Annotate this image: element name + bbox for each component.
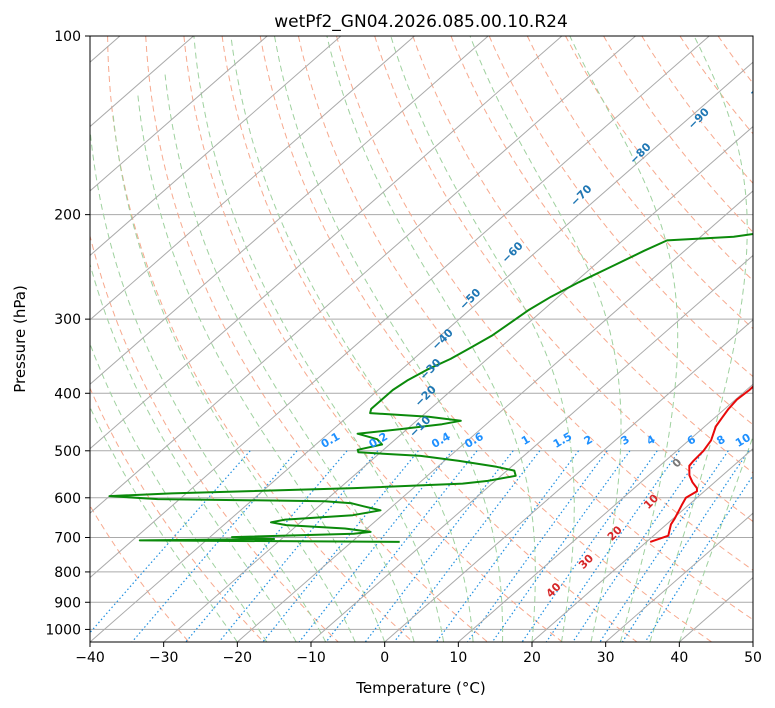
moist-adiabat-line <box>649 36 748 642</box>
y-tick-label: 800 <box>54 565 81 581</box>
dry-adiabat-line <box>603 36 753 233</box>
moist-adiabat-line <box>678 434 753 642</box>
plot-area: −100−90−80−70−60−50−40−30−20−100.10.20.4… <box>90 36 753 642</box>
isotherm-line <box>384 319 753 642</box>
x-tick-label: 20 <box>523 650 541 666</box>
y-tick-label: 200 <box>54 208 81 224</box>
mixing-ratio-line <box>572 450 705 642</box>
x-tick-label: 10 <box>449 650 467 666</box>
mixing-ratio-line <box>90 450 251 634</box>
grid-lines <box>90 36 753 630</box>
mixing-ratio-line <box>218 450 379 642</box>
moist-adiabat-line <box>193 36 445 642</box>
y-tick-label: 1000 <box>45 622 81 638</box>
moist-adiabat-line <box>90 131 327 642</box>
dry-adiabat-line <box>374 36 753 523</box>
dry-adiabat-line <box>450 36 753 426</box>
dry-adiabat-line <box>183 36 563 642</box>
isotherm-line <box>90 36 710 579</box>
moist-adiabat-line <box>90 342 268 642</box>
x-axis-ticks: −40 −30 −20 −10 0 10 20 30 40 50 <box>75 642 762 666</box>
isotherm-line <box>90 36 636 514</box>
mixing-ratio-line <box>298 450 453 642</box>
moist-adiabat-line <box>137 93 386 642</box>
dry-adiabat-line <box>412 36 753 474</box>
x-axis-title: Temperature (°C) <box>355 679 485 697</box>
x-tick-label: −20 <box>223 650 253 666</box>
mixing-ratio-line <box>599 450 729 642</box>
profiles <box>108 232 753 543</box>
x-tick-label: 30 <box>597 650 615 666</box>
x-tick-label: −40 <box>75 650 105 666</box>
isotherm-line <box>90 36 342 257</box>
y-tick-label: 700 <box>54 531 81 547</box>
moist-adiabat-line <box>569 36 679 642</box>
moist-adiabat-line <box>274 36 504 642</box>
y-axis-ticks: 1000 900 800 700 600 500 400 300 200 100 <box>45 29 90 638</box>
dry-adiabat-line <box>259 36 712 642</box>
dry-adiabat-line <box>488 36 753 378</box>
dry-adiabat-line <box>145 36 488 642</box>
moist-adiabat-line <box>390 36 575 642</box>
moist-adiabat-line <box>164 71 415 642</box>
isotherm-line <box>457 383 753 642</box>
dry-adiabat-line <box>221 36 638 642</box>
x-tick-label: 50 <box>744 650 762 666</box>
moist-adiabat-line <box>326 36 536 642</box>
isotherm-line <box>90 36 563 450</box>
dry-adiabat-line <box>90 504 190 642</box>
dry-adiabat-line <box>90 234 339 642</box>
moist-adiabat-line <box>112 113 356 642</box>
x-tick-label: 0 <box>380 650 389 666</box>
isotherm-line <box>310 254 753 642</box>
mixing-ratio-line <box>325 450 478 642</box>
y-tick-label: 900 <box>54 595 81 611</box>
mixing-ratio-line <box>185 450 348 642</box>
mixing-ratio-line <box>545 450 680 642</box>
dewpoint-profile-line <box>108 232 753 543</box>
mixing-ratio-line <box>393 450 541 642</box>
dry-adiabat-line <box>336 36 753 571</box>
chart-title: wetPf2_GN04.2026.085.00.10.R24 <box>274 12 568 32</box>
y-tick-label: 300 <box>54 312 81 328</box>
mixing-ratio-lines <box>90 450 753 642</box>
y-tick-label: 500 <box>54 444 81 460</box>
dry-adiabat-line <box>297 36 753 621</box>
dry-adiabat-line <box>641 36 753 184</box>
isotherm-line <box>90 36 415 321</box>
isotherm-line <box>531 448 753 642</box>
moist-adiabat-line <box>469 36 622 642</box>
moist-adiabat-line <box>230 36 474 642</box>
x-tick-label: 40 <box>670 650 688 666</box>
mixing-ratio-line <box>364 450 514 642</box>
x-tick-label: −30 <box>149 650 179 666</box>
isotherm-line <box>90 36 268 192</box>
isotherm-line <box>605 512 753 642</box>
x-tick-label: −10 <box>296 650 326 666</box>
y-tick-label: 600 <box>54 491 81 507</box>
y-axis-title: Pressure (hPa) <box>11 285 29 393</box>
plot-frame <box>89 35 754 643</box>
mixing-ratio-line <box>491 450 631 642</box>
y-tick-label: 400 <box>54 386 81 402</box>
temperature-profile-line <box>649 385 753 543</box>
y-tick-label: 100 <box>54 29 81 45</box>
isotherm-line <box>90 36 489 385</box>
mixing-ratio-line <box>262 450 419 642</box>
